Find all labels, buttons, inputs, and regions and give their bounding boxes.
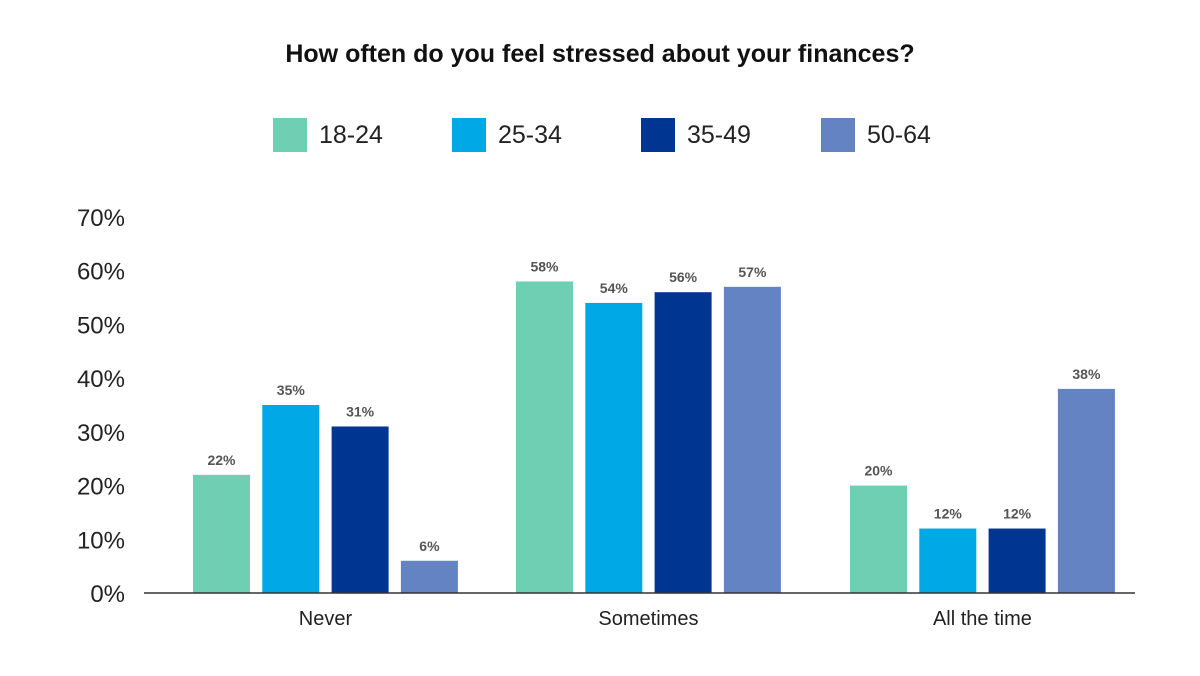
y-tick-label: 10% <box>77 527 125 554</box>
data-label: 38% <box>1072 366 1101 382</box>
y-tick-label: 0% <box>90 581 125 608</box>
bar <box>193 474 250 593</box>
y-tick-label: 60% <box>77 259 125 286</box>
chart-title: How often do you feel stressed about you… <box>285 40 915 68</box>
bar <box>919 528 977 593</box>
x-category-label: Sometimes <box>598 608 698 630</box>
bar <box>988 528 1046 593</box>
data-label: 12% <box>934 506 963 522</box>
bar <box>850 485 907 593</box>
data-label: 35% <box>277 382 306 398</box>
x-category-label: All the time <box>933 608 1032 630</box>
legend-label: 25-34 <box>498 120 562 149</box>
data-label: 22% <box>207 452 236 468</box>
legend-swatch <box>273 118 307 152</box>
legend-item: 50-64 <box>821 118 931 152</box>
legend-swatch <box>452 118 486 152</box>
bar <box>262 405 320 593</box>
legend-label: 18-24 <box>319 120 383 149</box>
data-label: 54% <box>600 280 629 296</box>
y-tick-label: 50% <box>77 312 125 339</box>
legend-item: 35-49 <box>641 118 751 152</box>
y-tick-label: 30% <box>77 420 125 447</box>
bar <box>654 292 712 593</box>
legend-item: 18-24 <box>273 118 383 152</box>
data-label: 6% <box>419 538 440 554</box>
y-tick-label: 40% <box>77 366 125 393</box>
legend-label: 35-49 <box>687 120 751 149</box>
data-label: 56% <box>669 269 698 285</box>
data-label: 20% <box>864 463 893 479</box>
legend-swatch <box>821 118 855 152</box>
y-tick-label: 20% <box>77 474 125 501</box>
legend-swatch <box>641 118 675 152</box>
legend-label: 50-64 <box>867 120 931 149</box>
data-label: 57% <box>738 264 767 280</box>
bar <box>331 426 389 593</box>
data-label: 58% <box>530 258 559 274</box>
x-category-label: Never <box>299 608 353 630</box>
bar <box>585 302 643 593</box>
bar <box>400 560 458 593</box>
data-label: 31% <box>346 403 375 419</box>
legend-item: 25-34 <box>452 118 562 152</box>
bar <box>516 281 573 593</box>
data-label: 12% <box>1003 506 1032 522</box>
bar <box>723 286 781 593</box>
y-tick-label: 70% <box>77 205 125 232</box>
bar <box>1057 388 1115 593</box>
